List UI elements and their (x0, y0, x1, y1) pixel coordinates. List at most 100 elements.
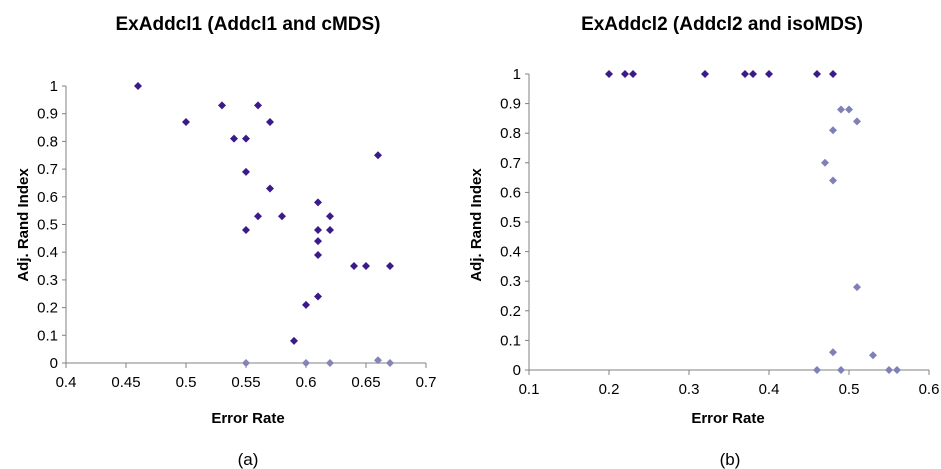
y-tick-label-b: 0 (513, 362, 521, 379)
chart-panel-b: ExAddcl2 (Addcl2 and isoMDS) Error Rate … (468, 14, 939, 469)
x-tick-label-a: 0.7 (416, 374, 437, 391)
data-point-b (749, 70, 757, 78)
x-tick-label-a: 0.4 (56, 374, 77, 391)
data-point-a (386, 359, 394, 367)
chart-panel-a: ExAddcl1 (Addcl1 and cMDS) Error Rate Ad… (15, 14, 436, 469)
chart-title-a: ExAddcl1 (Addcl1 and cMDS) (116, 14, 381, 35)
data-point-b (813, 366, 821, 374)
data-point-b (813, 70, 821, 78)
data-point-a (266, 118, 274, 127)
y-tick-label-b: 0.5 (500, 214, 521, 231)
data-point-a (326, 226, 334, 235)
data-point-a (278, 212, 286, 221)
data-point-a (374, 151, 382, 160)
data-point-b (829, 70, 837, 78)
x-tick-label-b: 0.4 (759, 381, 780, 398)
x-tick-label-a: 0.65 (351, 374, 380, 391)
data-point-a (242, 134, 250, 143)
data-point-b (829, 348, 837, 357)
data-point-a (326, 359, 334, 367)
data-point-a (182, 118, 190, 127)
x-tick-label-a: 0.5 (176, 374, 197, 391)
data-point-b (629, 70, 637, 78)
data-point-a (314, 226, 322, 235)
data-point-a (230, 134, 238, 143)
y-tick-label-a: 0.5 (37, 217, 58, 234)
y-tick-label-a: 0.1 (37, 327, 58, 344)
chart-title-b: ExAddcl2 (Addcl2 and isoMDS) (581, 14, 863, 35)
data-point-a (266, 184, 274, 193)
y-tick-label-b: 0.4 (500, 244, 521, 261)
x-axis-label-a: Error Rate (211, 410, 284, 427)
data-point-b (621, 70, 629, 78)
x-tick-label-b: 0.5 (839, 381, 860, 398)
data-point-b (853, 117, 861, 126)
y-tick-label-b: 0.8 (500, 125, 521, 142)
y-tick-label-a: 0.2 (37, 300, 58, 317)
y-tick-label-b: 0.9 (500, 96, 521, 113)
y-tick-label-a: 0.7 (37, 161, 58, 178)
data-point-a (302, 359, 310, 367)
y-tick-label-a: 0.4 (37, 244, 58, 261)
data-point-a (314, 250, 322, 259)
data-point-a (374, 356, 382, 365)
data-point-b (741, 70, 749, 78)
y-tick-label-b: 0.1 (500, 332, 521, 349)
x-tick-label-a: 0.45 (111, 374, 140, 391)
data-point-b (765, 70, 773, 78)
x-tick-label-a: 0.55 (231, 374, 260, 391)
data-point-b (821, 158, 829, 167)
data-point-a (302, 300, 310, 309)
y-tick-label-b: 0.7 (500, 155, 521, 172)
x-tick-label-b: 0.2 (599, 381, 620, 398)
caption-b: (b) (720, 450, 741, 469)
data-point-b (845, 105, 853, 114)
data-point-a (134, 82, 142, 90)
data-point-a (242, 226, 250, 235)
y-tick-label-a: 0.6 (37, 189, 58, 206)
data-point-a (242, 167, 250, 176)
x-tick-label-b: 0.6 (919, 381, 940, 398)
y-tick-label-b: 0.6 (500, 184, 521, 201)
y-tick-label-a: 1 (50, 78, 58, 95)
y-tick-label-a: 0 (50, 355, 58, 372)
data-point-a (326, 212, 334, 221)
x-tick-label-a: 0.6 (296, 374, 317, 391)
y-tick-label-a: 0.3 (37, 272, 58, 289)
data-point-a (242, 359, 250, 367)
y-tick-label-a: 0.9 (37, 106, 58, 123)
data-point-a (386, 262, 394, 271)
y-tick-label-b: 1 (513, 66, 521, 83)
plot-area-b: 0 0.1 0.2 0.3 0.4 0.5 0.6 0.7 0.8 0.9 1 0.1 0.2 0.3 0.… (500, 66, 939, 398)
y-axis-label-a: Adj. Rand Index (15, 168, 32, 282)
data-point-a (350, 262, 358, 271)
y-axis-label-b: Adj. Rand Index (468, 168, 485, 282)
data-point-a (362, 262, 370, 271)
data-point-a (218, 101, 226, 110)
data-point-b (837, 105, 845, 114)
data-point-b (829, 176, 837, 185)
y-tick-label-b: 0.3 (500, 273, 521, 290)
x-tick-label-b: 0.3 (679, 381, 700, 398)
plot-area-a: 0 0.1 0.2 0.3 0.4 0.5 0.6 0.7 0.8 0.9 1 0.4 0.45 0.5 0… (37, 78, 436, 391)
data-point-b (701, 70, 709, 78)
y-tick-label-b: 0.2 (500, 303, 521, 320)
data-point-a (290, 336, 298, 345)
caption-a: (a) (238, 450, 259, 469)
data-point-a (314, 237, 322, 246)
data-point-b (829, 126, 837, 135)
x-tick-label-b: 0.1 (519, 381, 540, 398)
data-point-b (893, 366, 901, 374)
data-point-b (605, 70, 613, 78)
data-point-a (254, 212, 262, 221)
data-point-b (885, 366, 893, 374)
y-tick-label-a: 0.8 (37, 133, 58, 150)
data-point-b (837, 366, 845, 374)
data-point-a (254, 101, 262, 110)
data-point-a (314, 292, 322, 301)
data-point-b (853, 283, 861, 292)
data-point-b (869, 351, 877, 360)
x-axis-label-b: Error Rate (691, 410, 764, 427)
data-point-a (314, 198, 322, 207)
